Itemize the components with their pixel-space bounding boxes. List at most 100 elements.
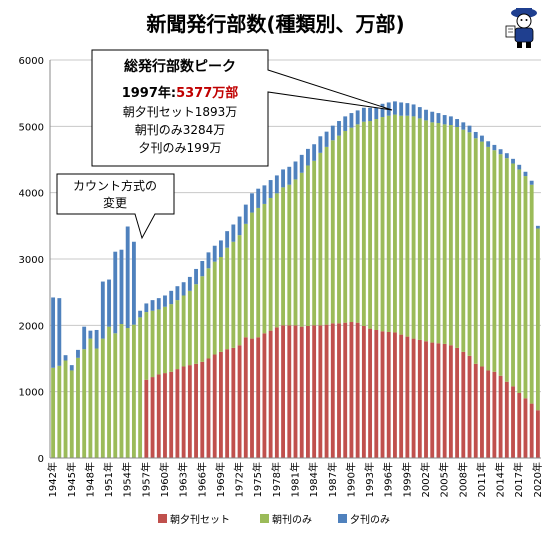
- bar-segment: [504, 153, 509, 159]
- bar-segment: [237, 216, 242, 236]
- bar-segment: [405, 336, 410, 458]
- bar-segment: [131, 324, 136, 458]
- bar-segment: [448, 125, 453, 346]
- bar-segment: [200, 361, 205, 458]
- bar-segment: [243, 204, 248, 224]
- bar-segment: [399, 334, 404, 458]
- bar-segment: [293, 325, 298, 458]
- bar-segment: [76, 349, 80, 358]
- bar-segment: [63, 360, 68, 458]
- bar-segment: [250, 338, 254, 458]
- bar-segment: [355, 124, 360, 323]
- bar-segment: [293, 161, 298, 180]
- bar-segment: [430, 342, 435, 458]
- bar-segment: [517, 392, 522, 458]
- bar-segment: [492, 144, 497, 151]
- x-tick-label: 1981年: [289, 462, 302, 497]
- bar-segment: [393, 332, 397, 458]
- y-tick-label: 1000: [19, 388, 44, 399]
- bar-segment: [517, 169, 522, 393]
- bar-segment: [374, 329, 379, 458]
- bar-segment: [299, 154, 304, 173]
- bar-segment: [144, 379, 149, 458]
- bar-segment: [100, 281, 105, 339]
- bar-segment: [498, 154, 503, 376]
- bar-segment: [194, 268, 198, 285]
- bar-segment: [386, 115, 391, 332]
- bar-segment: [94, 348, 99, 458]
- bar-segment: [492, 150, 497, 372]
- bar-segment: [467, 125, 472, 133]
- bar-segment: [299, 172, 304, 327]
- bar-segment: [330, 125, 335, 141]
- bar-segment: [343, 130, 348, 323]
- bar-segment: [119, 249, 124, 324]
- bar-segment: [393, 101, 397, 115]
- method-line2: 変更: [103, 195, 127, 210]
- bar-segment: [156, 374, 161, 458]
- bar-segment: [498, 375, 503, 458]
- bar-segment: [274, 175, 279, 194]
- bar-segment: [461, 129, 466, 352]
- bar-segment: [349, 127, 354, 323]
- bar-segment: [237, 345, 242, 458]
- bar-segment: [125, 226, 130, 328]
- bar-segment: [218, 351, 223, 458]
- bar-segment: [380, 103, 385, 118]
- legend-swatch: [338, 514, 347, 523]
- bar-segment: [218, 257, 223, 352]
- bar-segment: [417, 339, 422, 458]
- bar-segment: [150, 377, 155, 458]
- bar-segment: [163, 306, 167, 374]
- bar-segment: [212, 245, 217, 262]
- mascot-icon: [505, 8, 537, 48]
- legend-label: 朝刊のみ: [272, 514, 312, 526]
- bar-segment: [448, 116, 453, 125]
- bar-segment: [293, 179, 298, 326]
- bar-segment: [430, 111, 435, 123]
- bar-segment: [281, 325, 285, 458]
- bar-segment: [480, 135, 484, 142]
- bar-segment: [88, 330, 93, 339]
- y-tick-label: 3000: [19, 255, 44, 266]
- bar-segment: [274, 193, 279, 328]
- bar-segment: [138, 310, 143, 318]
- bar-segment: [517, 164, 522, 170]
- bar-segment: [324, 324, 329, 458]
- x-tick-label: 1993年: [363, 462, 376, 497]
- bar-segment: [330, 140, 335, 324]
- bar-segment: [299, 326, 304, 458]
- bar-segment: [436, 343, 441, 458]
- bar-segment: [231, 241, 236, 348]
- x-tick-label: 1954年: [121, 462, 134, 497]
- bar-segment: [256, 337, 261, 458]
- bar-segment: [256, 188, 261, 208]
- bar-segment: [424, 341, 428, 458]
- y-tick-label: 4000: [19, 189, 44, 200]
- bar-segment: [82, 349, 87, 458]
- bar-segment: [405, 103, 410, 116]
- chart-title: 新聞発行部数(種類別、万部): [146, 12, 405, 36]
- x-tick-label: 1963年: [177, 462, 190, 497]
- bar-segment: [107, 326, 111, 458]
- bar-segment: [380, 331, 385, 458]
- legend-label: 夕刊のみ: [350, 514, 390, 526]
- bar-segment: [461, 351, 466, 458]
- x-tick-label: 2002年: [419, 462, 432, 497]
- x-tick-label: 1999年: [400, 462, 413, 497]
- bar-segment: [393, 114, 397, 333]
- peak-year-line: 1997年:5377万部: [122, 85, 239, 101]
- bar-segment: [181, 295, 186, 367]
- bar-segment: [306, 165, 310, 326]
- x-tick-label: 1987年: [326, 462, 339, 497]
- bar-segment: [473, 131, 478, 139]
- bar-segment: [225, 231, 230, 248]
- bar-segment: [218, 240, 223, 258]
- x-tick-label: 1972年: [233, 462, 246, 497]
- bar-segment: [486, 141, 491, 147]
- bar-segment: [144, 312, 149, 380]
- bar-segment: [417, 107, 422, 119]
- bar-segment: [455, 347, 460, 458]
- x-tick-label: 1990年: [344, 462, 357, 497]
